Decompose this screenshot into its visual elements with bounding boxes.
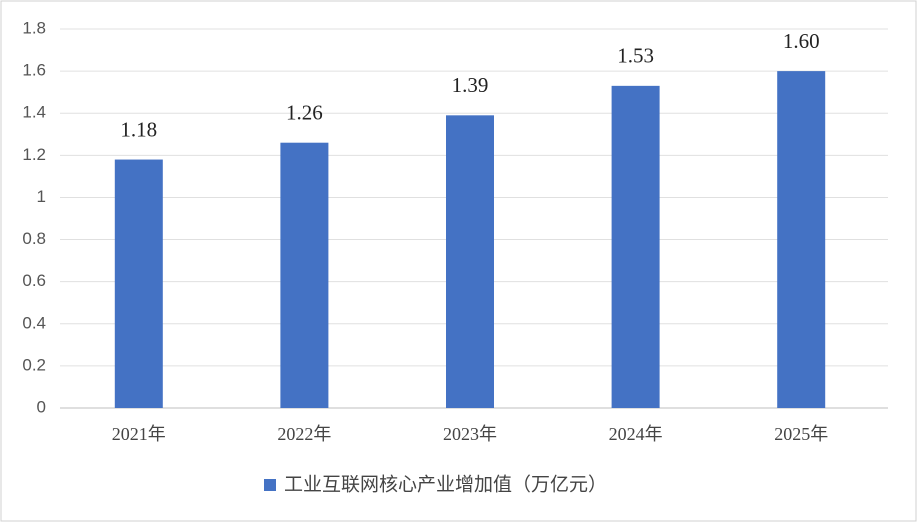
y-tick-label: 1.2 bbox=[22, 145, 46, 164]
y-tick-label: 1 bbox=[37, 187, 46, 206]
bar bbox=[446, 115, 494, 409]
legend-label: 工业互联网核心产业增加值（万亿元） bbox=[284, 474, 607, 496]
y-tick-label: 1.6 bbox=[22, 61, 46, 80]
y-tick-label: 1.4 bbox=[22, 103, 46, 122]
value-label: 1.53 bbox=[617, 44, 654, 68]
x-tick-label: 2024年 bbox=[609, 424, 663, 444]
x-tick-label: 2023年 bbox=[443, 424, 497, 444]
bar bbox=[777, 71, 826, 408]
y-tick-label: 0 bbox=[37, 397, 46, 416]
value-label: 1.60 bbox=[783, 29, 820, 53]
y-tick-label: 0.8 bbox=[22, 229, 46, 248]
value-label: 1.26 bbox=[286, 101, 323, 125]
bar bbox=[114, 159, 163, 408]
x-tick-label: 2022年 bbox=[277, 424, 331, 444]
bar bbox=[280, 142, 329, 408]
value-label: 1.18 bbox=[120, 117, 157, 141]
x-tick-label: 2025年 bbox=[774, 424, 828, 444]
y-tick-label: 0.2 bbox=[22, 355, 46, 374]
bar bbox=[611, 85, 660, 408]
x-tick-label: 2021年 bbox=[112, 424, 166, 444]
value-label: 1.39 bbox=[452, 73, 489, 97]
legend-swatch bbox=[264, 479, 276, 491]
y-tick-label: 0.6 bbox=[22, 271, 46, 290]
y-tick-label: 1.8 bbox=[22, 18, 46, 37]
y-tick-label: 0.4 bbox=[22, 313, 46, 332]
